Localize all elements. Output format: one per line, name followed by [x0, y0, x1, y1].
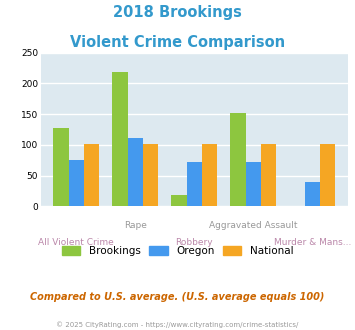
Bar	[84, 144, 99, 206]
Bar	[69, 160, 84, 206]
Text: Rape: Rape	[124, 221, 147, 230]
Text: All Violent Crime: All Violent Crime	[38, 238, 114, 247]
Bar	[53, 128, 69, 206]
Bar	[112, 73, 128, 206]
Text: Compared to U.S. average. (U.S. average equals 100): Compared to U.S. average. (U.S. average …	[30, 292, 325, 302]
Bar	[261, 144, 277, 206]
Bar	[246, 162, 261, 206]
Bar	[128, 138, 143, 206]
Bar	[143, 144, 158, 206]
Bar	[202, 144, 217, 206]
Text: 2018 Brookings: 2018 Brookings	[113, 5, 242, 20]
Bar	[230, 113, 246, 206]
Text: Violent Crime Comparison: Violent Crime Comparison	[70, 35, 285, 50]
Text: Murder & Mans...: Murder & Mans...	[274, 238, 351, 247]
Bar	[305, 182, 320, 206]
Text: © 2025 CityRating.com - https://www.cityrating.com/crime-statistics/: © 2025 CityRating.com - https://www.city…	[56, 322, 299, 328]
Text: Aggravated Assault: Aggravated Assault	[209, 221, 297, 230]
Bar	[320, 144, 335, 206]
Legend: Brookings, Oregon, National: Brookings, Oregon, National	[58, 242, 297, 260]
Text: Robbery: Robbery	[176, 238, 213, 247]
Bar	[187, 162, 202, 206]
Bar	[171, 195, 187, 206]
